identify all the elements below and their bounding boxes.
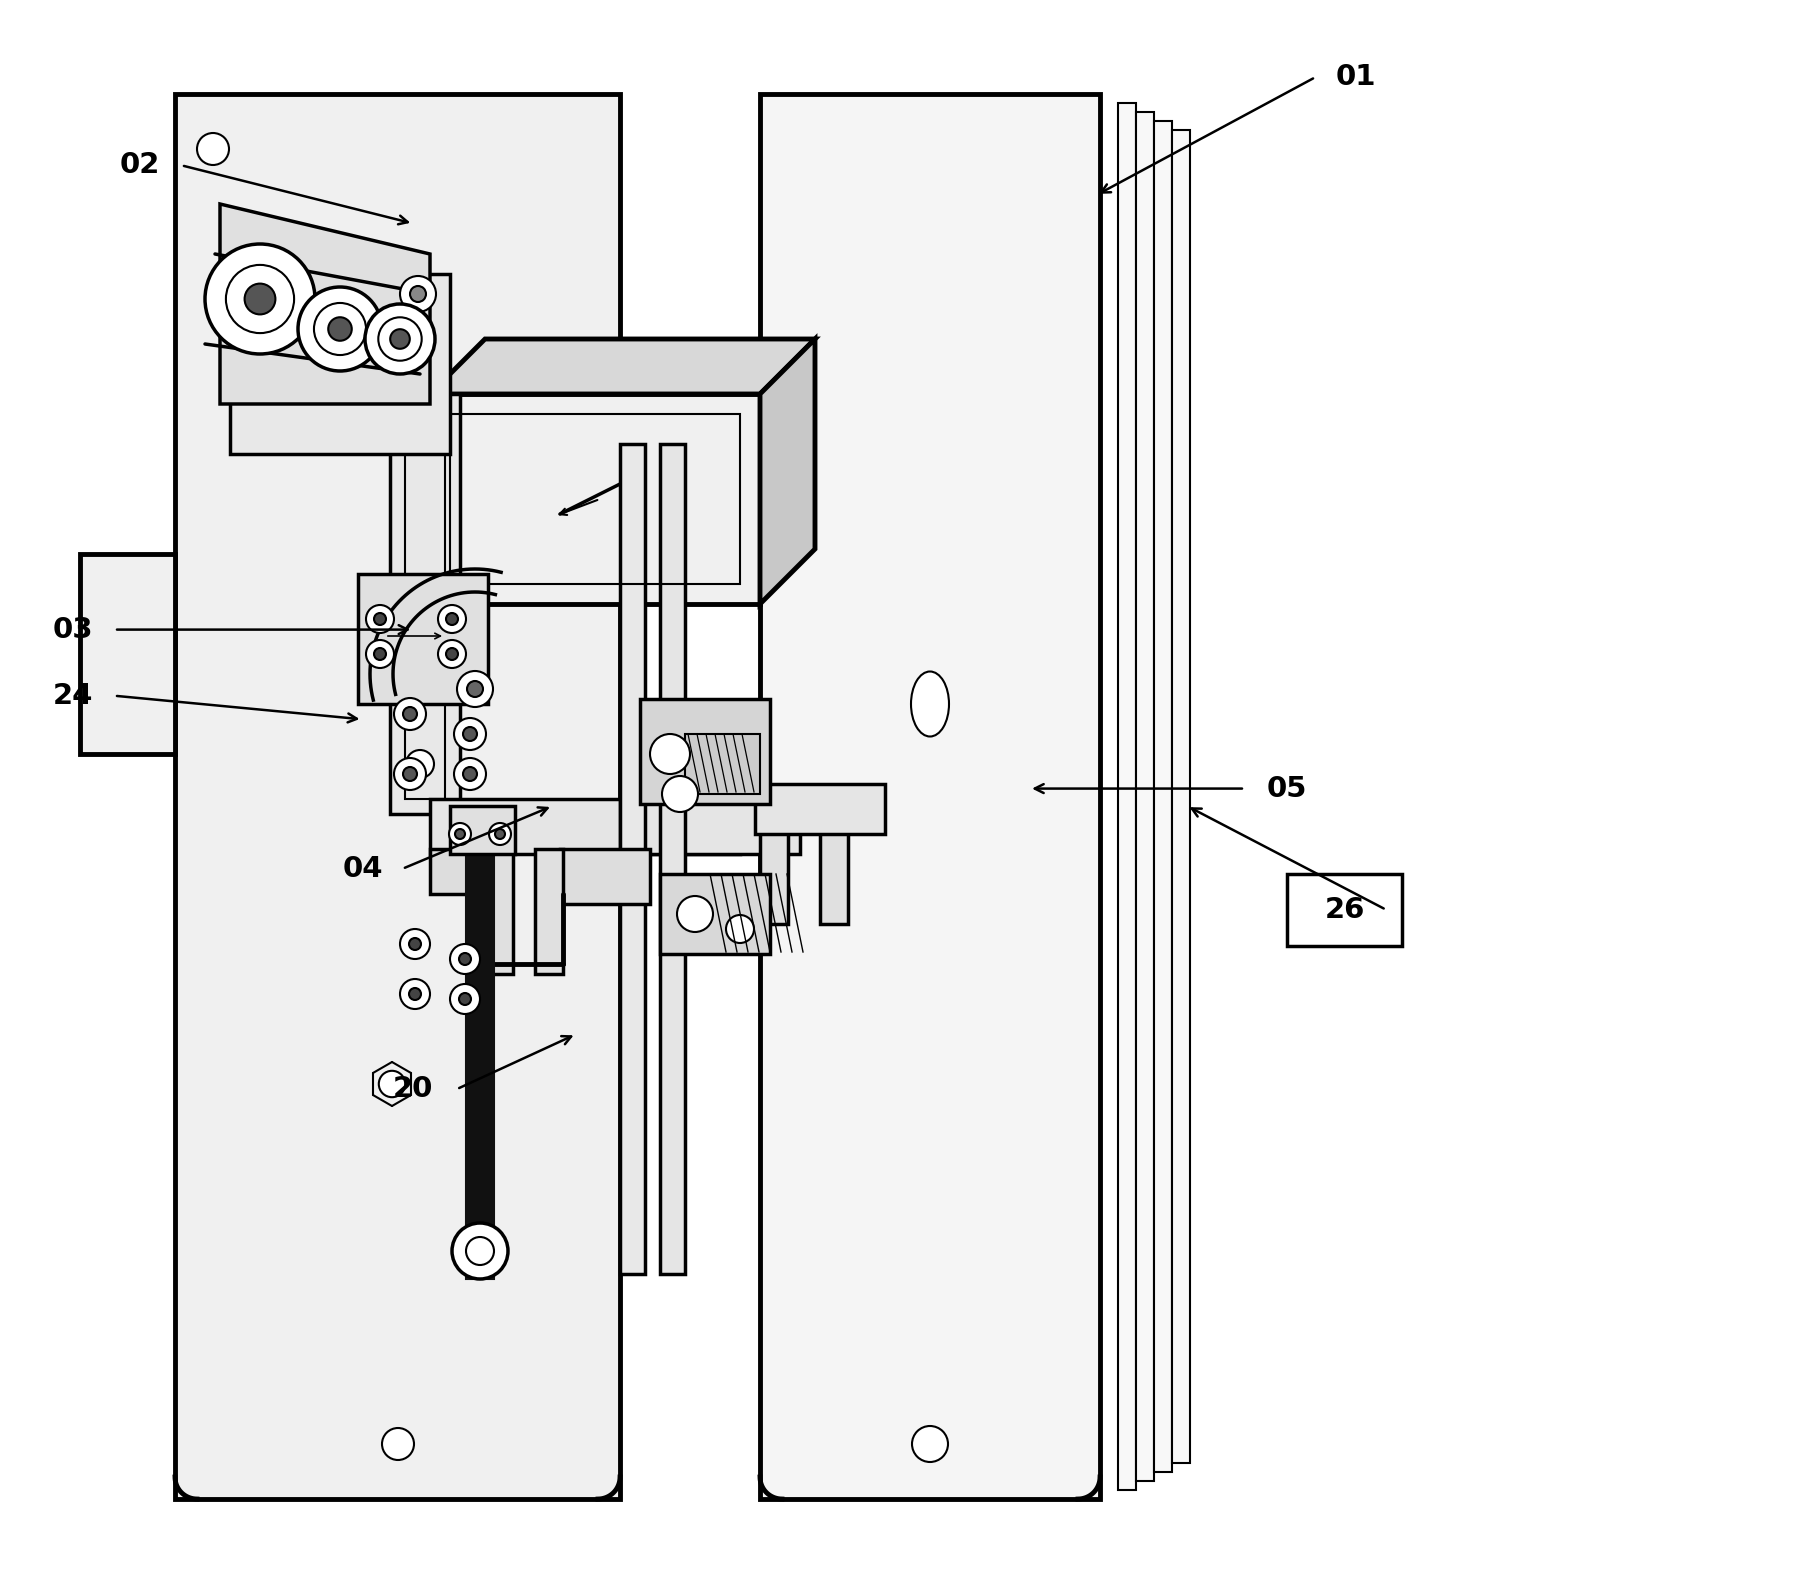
- Bar: [759, 94, 1100, 1498]
- Circle shape: [678, 896, 712, 932]
- Bar: [640, 699, 770, 804]
- Circle shape: [373, 648, 386, 660]
- Bar: [390, 394, 460, 814]
- Text: 24: 24: [53, 682, 92, 710]
- Bar: [429, 394, 759, 604]
- Bar: [1154, 121, 1172, 1472]
- Polygon shape: [219, 205, 429, 405]
- Circle shape: [410, 286, 426, 302]
- Circle shape: [455, 759, 486, 790]
- Circle shape: [661, 776, 698, 812]
- Text: 20: 20: [393, 1075, 433, 1103]
- Circle shape: [449, 984, 480, 1014]
- Circle shape: [410, 938, 420, 951]
- Circle shape: [449, 823, 471, 845]
- Circle shape: [458, 952, 471, 965]
- Polygon shape: [429, 338, 815, 394]
- Circle shape: [439, 604, 466, 633]
- Text: 03: 03: [53, 615, 92, 644]
- Bar: [449, 414, 739, 584]
- Bar: [660, 444, 685, 1273]
- Text: 26: 26: [1325, 896, 1364, 924]
- Circle shape: [313, 302, 366, 356]
- Circle shape: [373, 612, 386, 625]
- Bar: [756, 784, 884, 834]
- Bar: [230, 274, 449, 453]
- Bar: [429, 848, 506, 894]
- Text: 04: 04: [342, 855, 382, 883]
- Bar: [535, 848, 564, 974]
- Circle shape: [911, 1426, 948, 1462]
- Circle shape: [458, 993, 471, 1006]
- Ellipse shape: [911, 672, 949, 737]
- Circle shape: [254, 286, 270, 302]
- Circle shape: [402, 767, 417, 781]
- Bar: [1172, 131, 1190, 1462]
- Circle shape: [245, 275, 281, 312]
- Circle shape: [400, 929, 429, 959]
- Circle shape: [449, 944, 480, 974]
- Bar: [1287, 874, 1402, 946]
- Circle shape: [364, 304, 435, 375]
- Circle shape: [410, 988, 420, 999]
- Circle shape: [366, 604, 393, 633]
- Bar: [449, 806, 515, 855]
- Text: 01: 01: [1335, 63, 1375, 91]
- Circle shape: [446, 612, 458, 625]
- Circle shape: [297, 286, 382, 371]
- Circle shape: [406, 749, 435, 778]
- Circle shape: [727, 914, 754, 943]
- Circle shape: [390, 329, 410, 349]
- Circle shape: [455, 718, 486, 749]
- Circle shape: [366, 641, 393, 667]
- Circle shape: [651, 733, 690, 774]
- Bar: [359, 575, 487, 704]
- Bar: [759, 793, 788, 924]
- Bar: [685, 733, 759, 793]
- Circle shape: [464, 727, 477, 741]
- Bar: [620, 444, 645, 1273]
- Bar: [80, 554, 176, 754]
- Circle shape: [245, 283, 275, 315]
- Circle shape: [451, 1223, 507, 1280]
- Circle shape: [400, 275, 437, 312]
- Circle shape: [439, 641, 466, 667]
- Circle shape: [400, 979, 429, 1009]
- Bar: [1118, 102, 1136, 1491]
- Circle shape: [382, 1428, 413, 1461]
- Circle shape: [379, 318, 422, 360]
- Circle shape: [467, 682, 484, 697]
- Circle shape: [464, 767, 477, 781]
- Circle shape: [446, 648, 458, 660]
- Bar: [821, 793, 848, 924]
- Circle shape: [328, 318, 352, 340]
- Circle shape: [402, 707, 417, 721]
- Text: 05: 05: [1267, 774, 1306, 803]
- Circle shape: [455, 829, 466, 839]
- Circle shape: [226, 264, 294, 334]
- Bar: [560, 848, 651, 903]
- Bar: [429, 800, 739, 855]
- Bar: [620, 800, 801, 855]
- Circle shape: [393, 697, 426, 730]
- Polygon shape: [759, 338, 815, 604]
- Circle shape: [466, 1237, 495, 1265]
- Circle shape: [495, 829, 506, 839]
- Circle shape: [379, 1070, 406, 1097]
- Circle shape: [393, 759, 426, 790]
- Bar: [660, 874, 770, 954]
- Bar: [176, 94, 620, 1498]
- Bar: [1136, 112, 1154, 1481]
- Bar: [406, 409, 446, 800]
- Bar: [486, 848, 513, 974]
- Circle shape: [205, 244, 315, 354]
- Bar: [466, 839, 495, 1280]
- Text: 02: 02: [120, 151, 159, 179]
- Circle shape: [457, 671, 493, 707]
- Circle shape: [198, 132, 228, 165]
- Circle shape: [489, 823, 511, 845]
